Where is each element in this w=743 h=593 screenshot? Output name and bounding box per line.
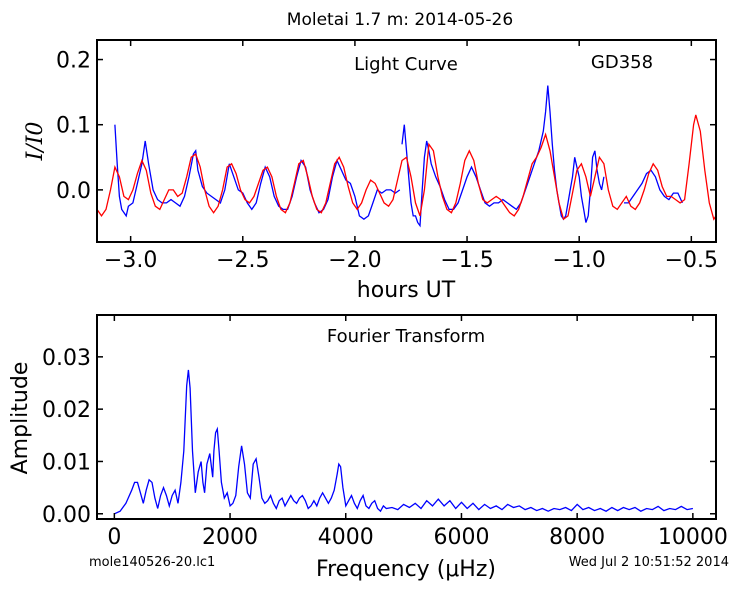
- light-curve-series-0-line-0: [114, 124, 401, 221]
- light-curve-y-tick-label: 0.0: [56, 179, 91, 204]
- light-curve-series-1-line-0: [97, 114, 716, 221]
- footer-timestamp: Wed Jul 2 10:51:52 2014: [569, 555, 729, 570]
- light-curve-x-tick-label: −2.0: [328, 248, 381, 273]
- light-curve-ticks: −3.0 −2.5 −2.0 −1.5 −1.0 −0.5 0.0 0.1 0.2: [56, 40, 718, 273]
- star-name-label: GD358: [591, 52, 653, 73]
- fourier-transform-panel: 0 2000 4000 6000 8000 10000 0.00 0.01 0.02 0.03 F…: [8, 314, 728, 582]
- fourier-y-tick-label: 0.02: [42, 398, 91, 423]
- fourier-ticks: 0 2000 4000 6000 8000 10000 0.00 0.01 0.02 0.03: [42, 315, 728, 550]
- fourier-x-tick-label: 8000: [549, 525, 605, 550]
- figure-title: Moletai 1.7 m: 2014-05-26: [287, 10, 513, 30]
- light-curve-series-0-line-2: [624, 169, 683, 204]
- fourier-title: Fourier Transform: [327, 326, 485, 347]
- light-curve-x-tick-label: −3.0: [104, 248, 157, 273]
- light-curve-x-tick-label: −2.5: [216, 248, 269, 273]
- fourier-y-tick-label: 0.03: [42, 346, 91, 371]
- fourier-x-tick-label: 0: [107, 525, 121, 550]
- light-curve-series-0-line-1: [401, 85, 605, 228]
- light-curve-y-tick-label: 0.2: [56, 49, 91, 74]
- light-curve-x-tick-label: −1.0: [552, 248, 605, 273]
- light-curve-plot-area: [97, 85, 716, 228]
- fourier-y-tick-label: 0.01: [42, 450, 91, 475]
- fourier-x-tick-label: 4000: [318, 525, 374, 550]
- fourier-plot-area: [114, 369, 694, 515]
- fourier-x-tick-label: 2000: [202, 525, 258, 550]
- light-curve-y-tick-label: 0.1: [56, 114, 91, 139]
- light-curve-x-tick-label: −1.5: [440, 248, 493, 273]
- fourier-y-tick-label: 0.00: [42, 503, 91, 528]
- fourier-frame: [96, 314, 717, 520]
- fourier-y-axis-label: Amplitude: [8, 362, 33, 475]
- light-curve-title: Light Curve: [354, 54, 458, 75]
- light-curve-y-axis-label: I/I0: [23, 122, 48, 162]
- light-curve-x-axis-label: hours UT: [357, 278, 456, 303]
- fourier-series-0-line-0: [114, 369, 694, 515]
- footer-filename: mole140526-20.lc1: [89, 555, 215, 570]
- fourier-x-tick-label: 10000: [658, 525, 728, 550]
- light-curve-x-tick-label: −0.5: [665, 248, 718, 273]
- light-curve-frame: [96, 39, 717, 243]
- fourier-x-tick-label: 6000: [433, 525, 489, 550]
- fourier-x-axis-label: Frequency (μHz): [316, 557, 496, 582]
- light-curve-panel: −3.0 −2.5 −2.0 −1.5 −1.0 −0.5 0.0 0.1 0.2 Light …: [23, 39, 718, 303]
